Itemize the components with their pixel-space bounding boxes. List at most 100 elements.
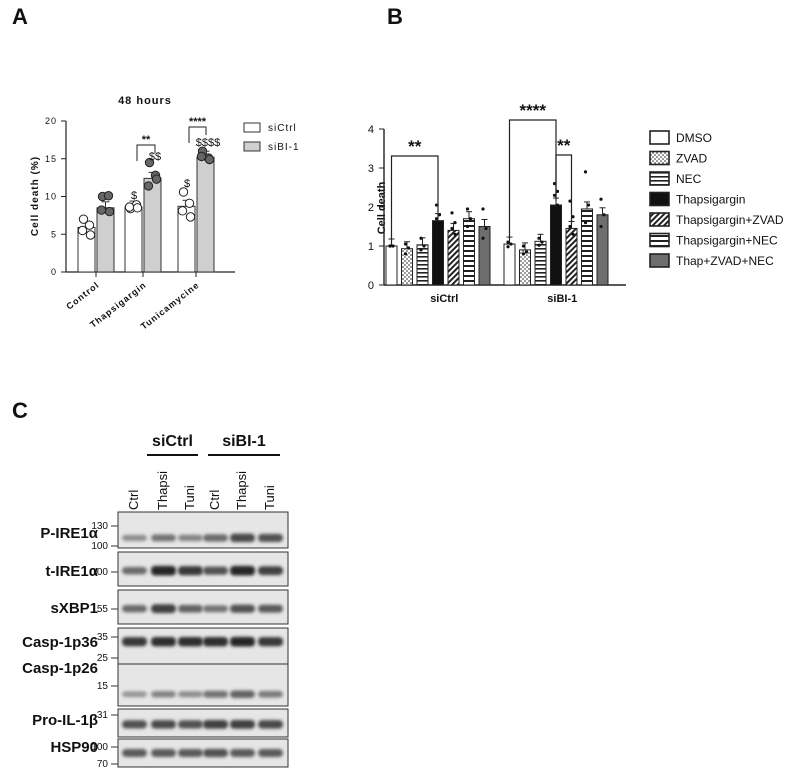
chart-b-legend-swatch	[649, 253, 670, 268]
chart-b-point	[450, 211, 454, 215]
chart-b-point	[388, 244, 392, 248]
chart-a-point	[185, 212, 196, 222]
chart-a-bar	[124, 206, 143, 273]
blot-band	[230, 565, 255, 576]
chart-b-legend-swatch	[649, 130, 670, 145]
chart-a-significance-bracket	[188, 126, 207, 143]
blot-strip	[117, 663, 289, 707]
chart-b-point	[437, 213, 442, 217]
chart-a-point	[124, 202, 135, 212]
chart-b-point	[552, 182, 557, 186]
chart-b-significance-label: ****	[520, 101, 547, 120]
chart-b-points	[388, 170, 606, 256]
chart-b-point	[599, 224, 603, 229]
chart-b-point	[419, 236, 423, 240]
chart-b-bar	[503, 243, 516, 286]
blot-band	[203, 720, 228, 729]
blot-row-label: Pro-IL-1β	[32, 712, 98, 729]
chart-b-point	[403, 242, 408, 246]
chart-b-point	[434, 217, 439, 221]
chart-b-bars	[385, 197, 609, 286]
chart-a-point	[77, 225, 88, 236]
blot-marker-label: 25	[97, 653, 109, 664]
chart-a-significance-label: **	[142, 134, 151, 146]
chart-a-significance-bracket	[136, 144, 156, 161]
chart-a-bar	[143, 177, 162, 273]
blot-band	[122, 691, 147, 698]
chart-b-ytick-label: 1	[368, 241, 374, 253]
blot-band	[230, 636, 255, 647]
chart-a-point	[143, 181, 154, 191]
chart-b-bar	[550, 204, 562, 286]
blot-band	[203, 690, 228, 698]
chart-b-xtick-label: siBI-1	[547, 293, 577, 305]
blot-marker-label: 15	[97, 681, 109, 692]
blot-band	[122, 567, 147, 575]
blot-row-label: HSP90	[50, 739, 98, 756]
chart-b-point	[434, 203, 439, 207]
blot-band	[122, 749, 147, 757]
chart-a-point	[184, 198, 195, 208]
blot-marker-label: 100	[91, 742, 108, 753]
chart-b-point	[571, 215, 575, 219]
panel-label-c: C	[12, 398, 28, 423]
chart-b-ytick-label: 4	[368, 124, 374, 136]
chart-a-dollar-label: $$	[149, 151, 161, 163]
chart-b-point	[568, 199, 572, 203]
chart-b-point	[419, 248, 423, 252]
chart-b-point	[453, 221, 457, 225]
blot-row-label: P-IRE1α	[40, 525, 98, 542]
blot-group-label: siCtrl	[152, 433, 193, 450]
chart-b-legend-label: Thapsigargin+NEC	[676, 234, 778, 248]
blot-lane-label: Tuni	[262, 485, 277, 510]
chart-b-point	[422, 244, 426, 248]
blot-band	[151, 604, 176, 614]
chart-a-legend-label: siCtrl	[268, 123, 297, 134]
blot-band	[258, 720, 283, 729]
chart-a-ytick-label: 15	[45, 154, 57, 164]
chart-a-point	[78, 214, 89, 224]
chart-b-bar	[534, 240, 547, 286]
chart-a-legend-swatch	[243, 141, 261, 152]
chart-b-legend-label: NEC	[676, 172, 702, 186]
chart-b-bar	[565, 227, 578, 286]
chart-a-point	[144, 157, 155, 168]
chart-b-point	[586, 203, 591, 207]
chart-b-ylabel: Cell death	[376, 181, 388, 234]
chart-b-point	[599, 197, 603, 201]
chart-b-xtick-label: siCtrl	[430, 293, 458, 305]
blot-band	[151, 749, 176, 757]
blot-row-label: sXBP1	[50, 600, 98, 617]
blot-marker-label: 55	[97, 604, 109, 615]
chart-a-title: 48 hours	[118, 95, 172, 107]
chart-a-ytick-label: 0	[51, 267, 57, 277]
blot-band	[178, 720, 203, 729]
chart-b-significance-label: **	[408, 137, 422, 156]
blot-strip	[117, 511, 289, 549]
chart-b-legend-label: ZVAD	[676, 152, 707, 166]
chart-a-ytick-label: 5	[51, 229, 57, 239]
blot-row-label: Casp-1p36	[22, 634, 98, 651]
chart-b-legend-label: Thapsigargin+ZVAD	[676, 213, 784, 227]
chart-a-points	[77, 146, 215, 240]
chart-b-point	[465, 224, 470, 229]
blot-band	[151, 636, 176, 647]
blot-band	[178, 749, 203, 757]
chart-a-dollar-label: $	[184, 178, 190, 190]
chart-a-bar	[96, 207, 115, 273]
chart-b-legend-swatch	[649, 232, 670, 248]
blot-lane-label: Thapsi	[155, 471, 170, 510]
chart-b-significance-bracket	[555, 154, 573, 225]
chart-b-bar	[416, 244, 429, 286]
chart-b-ticks: 0 1 2 3 4 siCtrl siBI-1	[368, 124, 577, 305]
chart-a-bars	[77, 150, 215, 273]
chart-a-point	[151, 174, 162, 184]
chart-b-point	[437, 221, 442, 225]
blot-band	[258, 637, 283, 647]
chart-a-point	[84, 220, 95, 230]
blot-marker-label: 130	[91, 521, 108, 532]
chart-a-ylabel: Cell death (%)	[30, 156, 41, 236]
chart-b-point	[571, 232, 575, 236]
chart-b-bar	[385, 245, 398, 286]
blot-band	[122, 534, 147, 541]
